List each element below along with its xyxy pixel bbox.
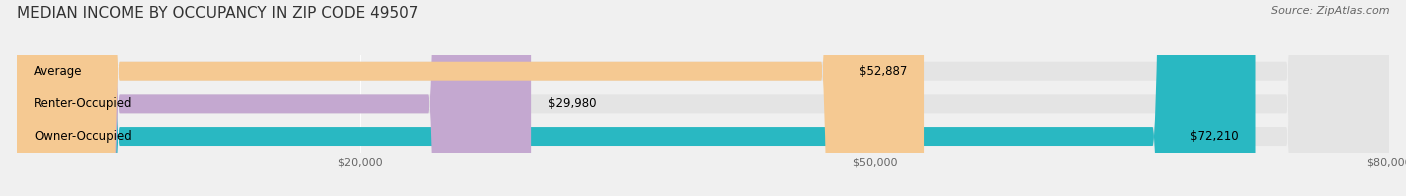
Text: $29,980: $29,980 [548, 97, 596, 110]
Text: MEDIAN INCOME BY OCCUPANCY IN ZIP CODE 49507: MEDIAN INCOME BY OCCUPANCY IN ZIP CODE 4… [17, 6, 418, 21]
Text: $52,887: $52,887 [859, 65, 907, 78]
FancyBboxPatch shape [17, 0, 1256, 196]
Text: Average: Average [34, 65, 83, 78]
Text: Source: ZipAtlas.com: Source: ZipAtlas.com [1271, 6, 1389, 16]
FancyBboxPatch shape [17, 0, 1389, 196]
FancyBboxPatch shape [17, 0, 1389, 196]
Text: Owner-Occupied: Owner-Occupied [34, 130, 132, 143]
Text: Renter-Occupied: Renter-Occupied [34, 97, 132, 110]
FancyBboxPatch shape [17, 0, 924, 196]
FancyBboxPatch shape [17, 0, 1389, 196]
Text: $72,210: $72,210 [1189, 130, 1239, 143]
FancyBboxPatch shape [17, 0, 531, 196]
